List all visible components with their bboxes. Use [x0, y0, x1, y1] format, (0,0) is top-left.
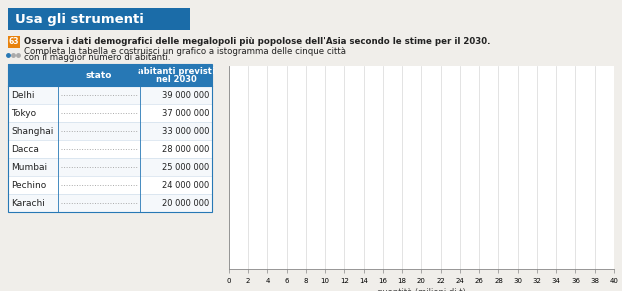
X-axis label: quantità (milioni di t): quantità (milioni di t): [377, 288, 466, 291]
FancyBboxPatch shape: [8, 64, 212, 86]
Text: 39 000 000: 39 000 000: [162, 91, 209, 100]
Text: con il maggior numero di abitanti.: con il maggior numero di abitanti.: [24, 54, 170, 63]
Text: nel 2030: nel 2030: [156, 74, 197, 84]
Text: Pechino: Pechino: [11, 180, 46, 189]
Text: Mumbai: Mumbai: [11, 162, 47, 171]
FancyBboxPatch shape: [8, 104, 212, 122]
FancyBboxPatch shape: [8, 158, 212, 176]
FancyBboxPatch shape: [8, 36, 20, 48]
Text: 63: 63: [9, 38, 19, 47]
Text: Completa la tabella e costruisci un grafico a istogramma delle cinque città: Completa la tabella e costruisci un graf…: [24, 47, 346, 56]
FancyBboxPatch shape: [8, 176, 212, 194]
Text: abitanti previsti: abitanti previsti: [137, 68, 215, 77]
FancyBboxPatch shape: [8, 86, 212, 104]
FancyBboxPatch shape: [8, 8, 190, 30]
Text: stato: stato: [86, 70, 112, 79]
FancyBboxPatch shape: [8, 194, 212, 212]
FancyBboxPatch shape: [8, 140, 212, 158]
FancyBboxPatch shape: [8, 122, 212, 140]
Text: Delhi: Delhi: [11, 91, 34, 100]
Text: Dacca: Dacca: [11, 145, 39, 153]
Text: Shanghai: Shanghai: [11, 127, 53, 136]
Text: 24 000 000: 24 000 000: [162, 180, 209, 189]
Text: Tokyo: Tokyo: [11, 109, 36, 118]
Text: Osserva i dati demografici delle megalopoli più popolose dell'Asia secondo le st: Osserva i dati demografici delle megalop…: [24, 38, 491, 47]
Text: 25 000 000: 25 000 000: [162, 162, 209, 171]
Text: 37 000 000: 37 000 000: [162, 109, 209, 118]
Text: Karachi: Karachi: [11, 198, 45, 207]
Text: 33 000 000: 33 000 000: [162, 127, 209, 136]
Text: 20 000 000: 20 000 000: [162, 198, 209, 207]
Text: Usa gli strumenti: Usa gli strumenti: [15, 13, 144, 26]
Text: 28 000 000: 28 000 000: [162, 145, 209, 153]
